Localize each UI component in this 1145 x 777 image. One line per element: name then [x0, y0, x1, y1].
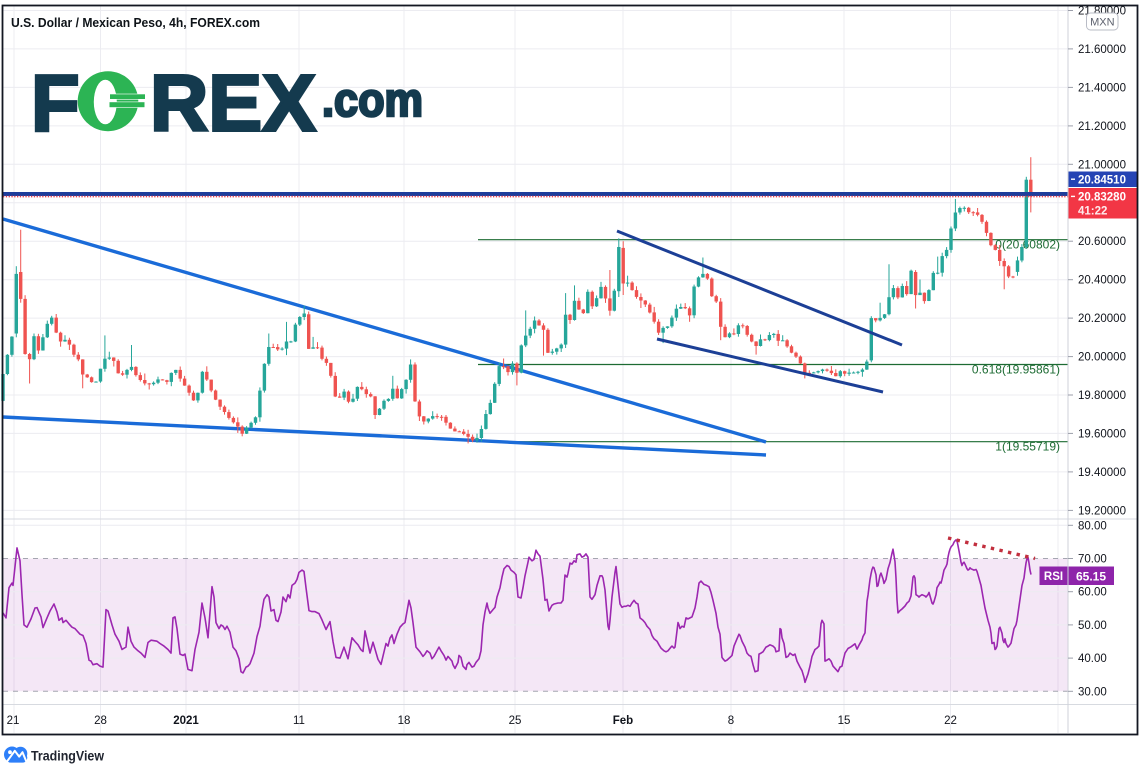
svg-text:11: 11: [293, 715, 305, 727]
svg-text:30.00: 30.00: [1078, 686, 1107, 698]
svg-text:F: F: [31, 59, 80, 148]
svg-text:.com: .com: [322, 73, 423, 126]
svg-text:19.80000: 19.80000: [1078, 390, 1126, 402]
svg-text:REX: REX: [150, 59, 316, 148]
svg-text:18: 18: [398, 715, 411, 727]
svg-text:Feb: Feb: [613, 715, 633, 727]
svg-text:22: 22: [944, 715, 957, 727]
svg-text:80.00: 80.00: [1078, 520, 1107, 532]
svg-text:19.40000: 19.40000: [1078, 467, 1126, 479]
svg-text:20.20000: 20.20000: [1078, 313, 1126, 325]
svg-text:U.S. Dollar / Mexican Peso, 4h: U.S. Dollar / Mexican Peso, 4h, FOREX.co…: [11, 16, 260, 30]
svg-text:21.00000: 21.00000: [1078, 159, 1126, 171]
svg-text:70.00: 70.00: [1078, 554, 1107, 566]
svg-text:0.618(19.95861): 0.618(19.95861): [972, 363, 1060, 377]
svg-text:1(19.55719): 1(19.55719): [995, 440, 1060, 454]
svg-text:2021: 2021: [173, 715, 199, 727]
svg-text:20.00000: 20.00000: [1078, 352, 1126, 364]
svg-text:28: 28: [94, 715, 107, 727]
svg-text:40.00: 40.00: [1078, 653, 1107, 665]
svg-text:20.83280: 20.83280: [1078, 192, 1126, 204]
svg-text:20.60000: 20.60000: [1078, 236, 1126, 248]
svg-text:20.84510: 20.84510: [1078, 175, 1126, 187]
svg-text:RSI: RSI: [1044, 571, 1063, 583]
svg-text:60.00: 60.00: [1078, 587, 1107, 599]
svg-text:19.20000: 19.20000: [1078, 505, 1126, 517]
svg-text:MXN: MXN: [1090, 17, 1115, 29]
svg-text:19.60000: 19.60000: [1078, 428, 1126, 440]
svg-text:21: 21: [7, 715, 20, 727]
svg-text:41:22: 41:22: [1078, 206, 1107, 218]
svg-text:20.40000: 20.40000: [1078, 275, 1126, 287]
svg-text:21.60000: 21.60000: [1078, 44, 1126, 56]
svg-text:TradingView: TradingView: [31, 748, 104, 764]
svg-text:21.20000: 21.20000: [1078, 121, 1126, 133]
svg-text:21.40000: 21.40000: [1078, 82, 1126, 94]
svg-text:25: 25: [509, 715, 522, 727]
svg-text:15: 15: [838, 715, 851, 727]
svg-text:65.15: 65.15: [1076, 570, 1106, 584]
svg-text:50.00: 50.00: [1078, 620, 1107, 632]
svg-text:8: 8: [728, 715, 734, 727]
